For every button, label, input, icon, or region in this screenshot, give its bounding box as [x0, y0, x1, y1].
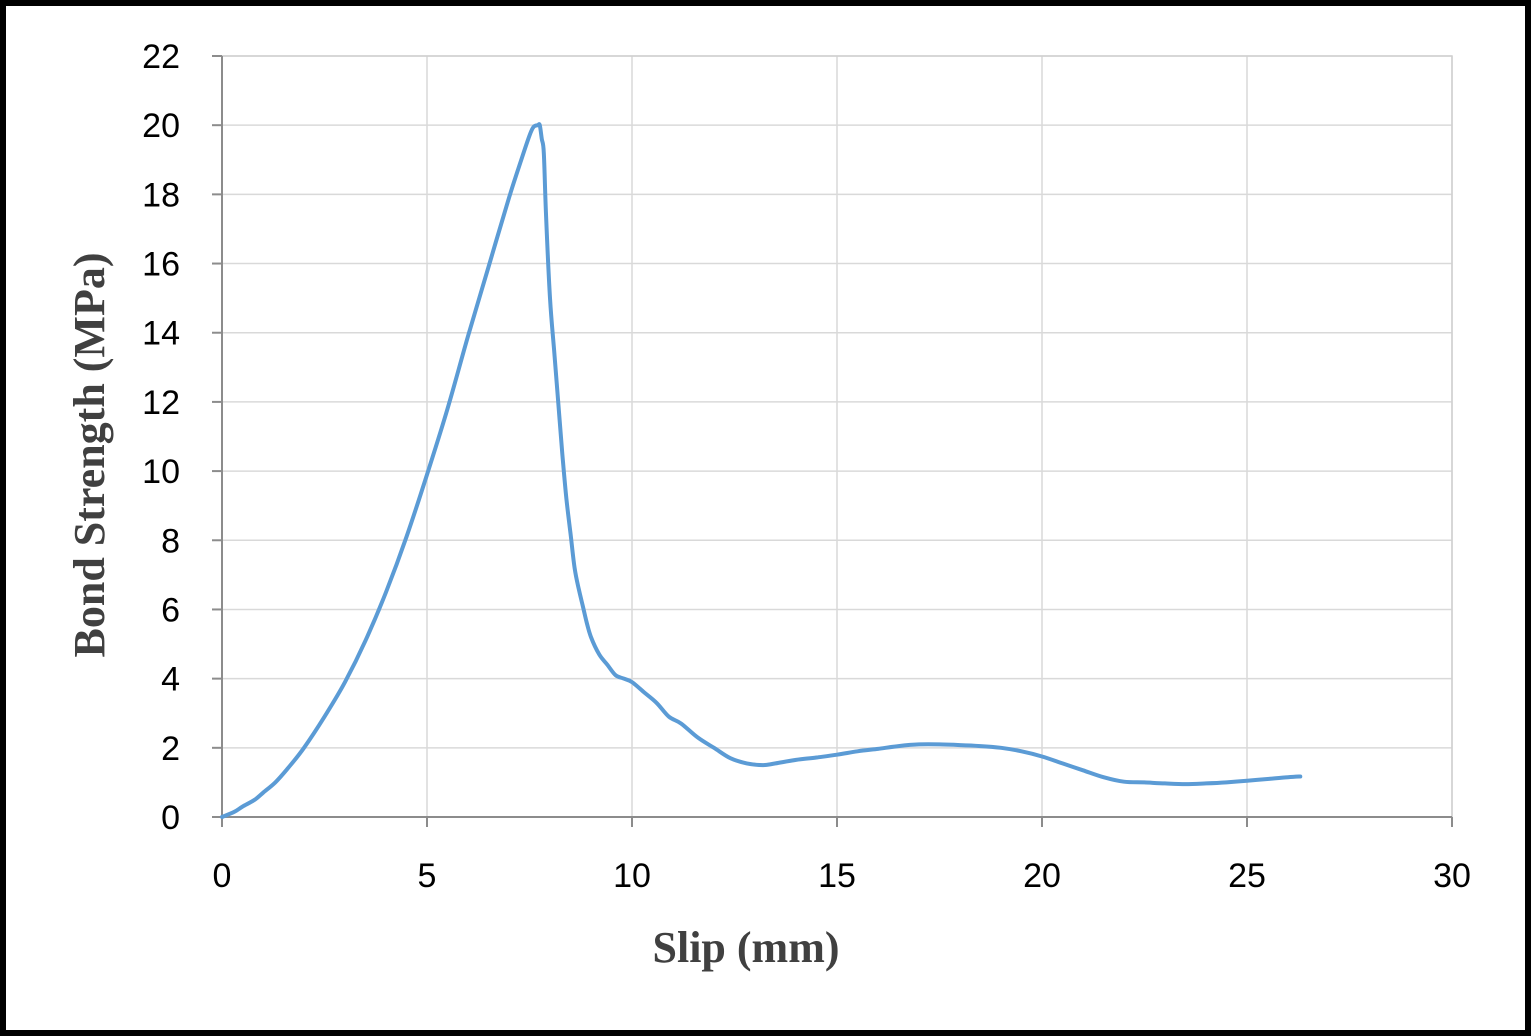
y-tick-label: 6	[161, 591, 180, 629]
y-axis-title: Bond Strength (MPa)	[65, 253, 114, 658]
x-tick-label: 5	[418, 857, 437, 895]
x-tick-label: 25	[1228, 857, 1266, 895]
x-axis-title: Slip (mm)	[653, 923, 840, 972]
y-tick-label: 20	[142, 107, 180, 145]
grid-lines	[221, 55, 1453, 818]
y-tick-label: 0	[161, 799, 180, 837]
y-tick-label: 10	[142, 453, 180, 491]
x-tick-label: 10	[613, 857, 651, 895]
y-tick-label: 2	[161, 730, 180, 768]
x-tick-label: 15	[818, 857, 856, 895]
x-tick-label: 30	[1433, 857, 1471, 895]
y-tick-label: 16	[142, 246, 180, 284]
series-layer	[220, 122, 1303, 819]
y-tick-label: 22	[142, 38, 180, 76]
x-tick-label: 0	[213, 857, 232, 895]
y-tick-label: 14	[142, 315, 180, 353]
y-tick-label: 8	[161, 522, 180, 560]
axes	[212, 55, 1453, 827]
y-tick-label: 4	[161, 661, 180, 699]
tick-labels: 0 5 10 15 20 25 30 0 2 4 6 8 10 12 14 16 18 20 22	[142, 38, 1471, 895]
x-tick-label: 20	[1023, 857, 1061, 895]
series-line	[220, 122, 1303, 819]
y-tick-label: 12	[142, 384, 180, 422]
y-tick-label: 18	[142, 176, 180, 214]
